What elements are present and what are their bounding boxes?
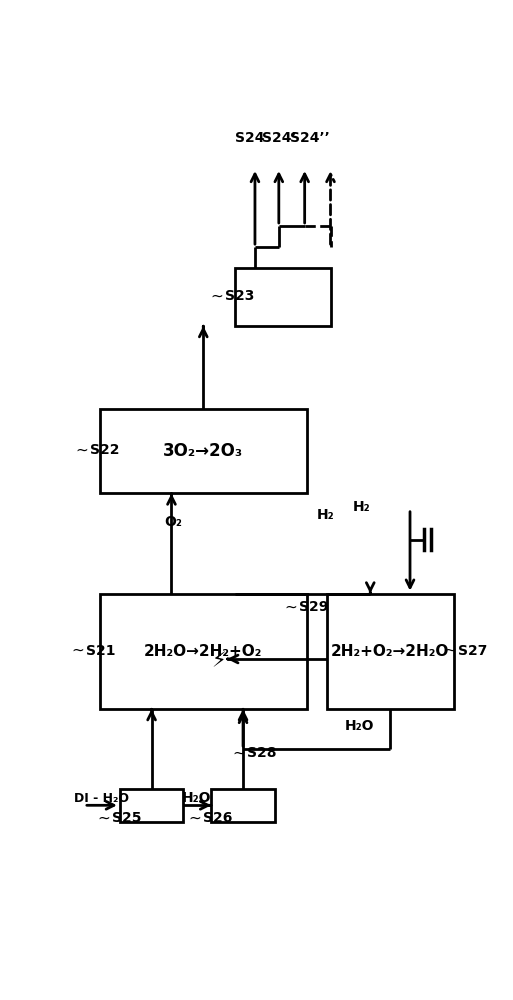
Text: S25: S25 — [112, 811, 142, 825]
Text: O₂: O₂ — [165, 515, 183, 529]
Text: ~: ~ — [75, 443, 88, 458]
Bar — [100, 409, 307, 493]
Bar — [235, 268, 330, 326]
Text: S24’: S24’ — [262, 131, 297, 145]
Text: H₂O: H₂O — [344, 719, 374, 733]
Text: S24: S24 — [235, 131, 265, 145]
Text: ~: ~ — [210, 289, 223, 304]
Text: S27: S27 — [458, 644, 487, 658]
Text: H₂O: H₂O — [182, 791, 211, 805]
Text: ~: ~ — [232, 746, 245, 761]
Text: 2H₂O→2H₂+O₂: 2H₂O→2H₂+O₂ — [144, 644, 263, 659]
Text: ~: ~ — [284, 600, 297, 615]
Text: S24’’: S24’’ — [290, 131, 330, 145]
Bar — [326, 594, 454, 709]
Text: 2H₂+O₂→2H₂O: 2H₂+O₂→2H₂O — [331, 644, 449, 659]
Bar — [120, 789, 184, 822]
Text: S26: S26 — [203, 811, 233, 825]
Text: ~: ~ — [71, 643, 84, 658]
Text: H₂: H₂ — [317, 508, 334, 522]
Text: S28: S28 — [247, 746, 277, 760]
Text: ~: ~ — [189, 810, 201, 825]
Text: ~: ~ — [443, 643, 456, 658]
Text: DI - H₂O: DI - H₂O — [74, 792, 129, 805]
Text: S23: S23 — [225, 289, 254, 303]
Text: 3O₂→2O₃: 3O₂→2O₃ — [163, 442, 243, 460]
Text: ⚡: ⚡ — [211, 651, 226, 671]
Text: S29: S29 — [299, 600, 328, 614]
Text: ~: ~ — [97, 810, 110, 825]
Bar — [100, 594, 307, 709]
Text: H₂: H₂ — [352, 500, 370, 514]
Text: S21: S21 — [86, 644, 115, 658]
Text: S22: S22 — [90, 443, 120, 457]
Bar — [211, 789, 275, 822]
